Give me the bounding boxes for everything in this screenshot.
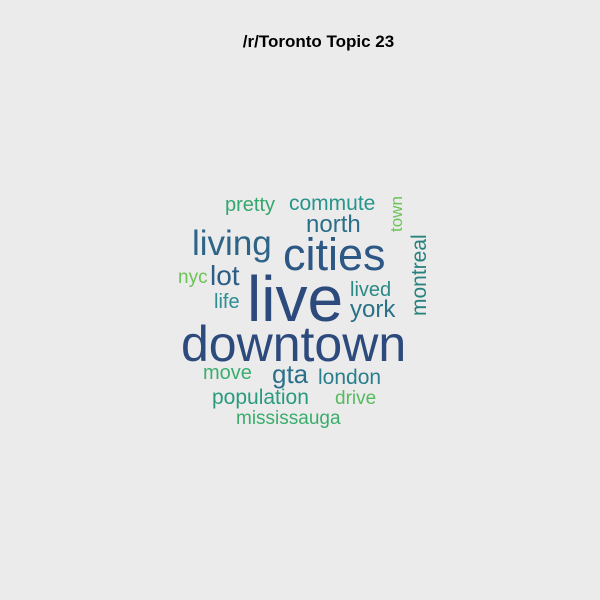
chart-title: /r/Toronto Topic 23 [242,32,395,51]
word-downtown: downtown [181,316,407,372]
word-nyc: nyc [178,267,208,288]
word-living: living [192,224,272,263]
word-move: move [203,362,252,384]
word-north: north [306,211,361,238]
word-london: london [318,366,382,389]
word-commute: commute [289,192,376,215]
word-drive: drive [335,388,377,409]
word-life: life [214,291,240,313]
word-montreal: montreal [408,234,431,316]
word-cities: cities [283,229,386,280]
word-gta: gta [272,359,309,389]
word-pretty: pretty [225,194,276,216]
word-lived: lived [350,279,392,301]
word-york: york [350,296,396,323]
word-mississauga: mississauga [236,408,341,429]
word-live: live [247,263,344,335]
word-population: population [212,386,309,409]
word-town: town [387,196,406,232]
word-lot: lot [210,260,240,291]
